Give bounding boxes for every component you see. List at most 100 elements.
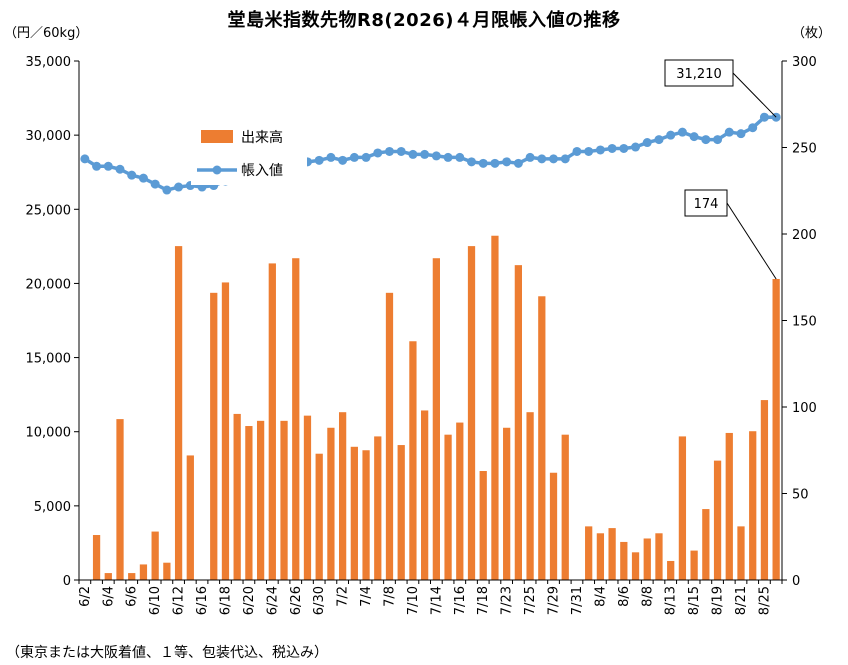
settlement-marker bbox=[420, 149, 430, 159]
settlement-line bbox=[83, 115, 777, 192]
settlement-marker bbox=[361, 152, 371, 162]
volume-bar bbox=[245, 426, 253, 580]
volume-bar bbox=[292, 258, 300, 580]
volume-bar bbox=[491, 235, 499, 581]
settlement-marker bbox=[642, 138, 652, 148]
volume-bar bbox=[104, 573, 112, 580]
x-tick-label: 8/15 bbox=[687, 586, 702, 615]
settlement-marker bbox=[150, 179, 160, 189]
legend-bar-label: 出来高 bbox=[241, 129, 283, 146]
volume-bar bbox=[327, 427, 335, 580]
settlement-marker bbox=[654, 135, 664, 145]
settlement-marker bbox=[338, 155, 348, 165]
volume-bar bbox=[338, 412, 347, 580]
settlement-marker bbox=[595, 145, 605, 155]
x-tick-label: 7/29 bbox=[547, 586, 562, 615]
volume-bar bbox=[350, 446, 358, 580]
settlement-marker bbox=[748, 123, 758, 133]
settlement-marker bbox=[373, 148, 383, 158]
left-tick-label: 20,000 bbox=[26, 277, 72, 292]
callout-box bbox=[664, 59, 734, 87]
x-tick-label: 7/23 bbox=[500, 586, 515, 615]
volume-bar bbox=[514, 265, 522, 580]
volume-bar bbox=[374, 436, 382, 580]
volume-bar bbox=[678, 436, 687, 580]
settlement-marker bbox=[314, 155, 324, 165]
left-tick-label: 5,000 bbox=[34, 500, 71, 515]
settlement-marker bbox=[724, 127, 734, 137]
volume-bar bbox=[456, 422, 464, 580]
left-tick-label: 15,000 bbox=[26, 352, 72, 367]
settlement-marker bbox=[713, 135, 723, 145]
x-tick-label: 6/20 bbox=[242, 586, 257, 615]
left-axis-unit: （円／60kg） bbox=[4, 26, 89, 41]
settlement-marker bbox=[759, 112, 769, 122]
volume-bar bbox=[561, 434, 569, 580]
volume-bar bbox=[256, 420, 265, 580]
volume-bar bbox=[713, 460, 722, 580]
volume-bar bbox=[760, 400, 769, 580]
settlement-marker bbox=[666, 130, 676, 140]
volume-bar bbox=[690, 550, 698, 580]
settlement-marker bbox=[455, 152, 465, 162]
settlement-marker bbox=[408, 149, 418, 159]
chart-title: 堂島米指数先物R8(2026)４月限帳入値の推移 bbox=[227, 10, 621, 31]
settlement-marker bbox=[584, 146, 594, 156]
callout-label: 174 bbox=[694, 197, 719, 212]
volume-bar bbox=[725, 432, 733, 580]
legend-line-label: 帳入値 bbox=[241, 163, 283, 179]
volume-bar bbox=[210, 292, 218, 580]
axes-group: 0 5,000 10,000 15,000 20,000 25,000 30,000 35,0… bbox=[26, 55, 817, 615]
settlement-marker bbox=[513, 158, 523, 168]
right-tick-label: 150 bbox=[792, 315, 817, 330]
right-tick-label: 300 bbox=[792, 55, 817, 70]
settlement-marker bbox=[525, 152, 535, 162]
line-series-group bbox=[80, 112, 781, 195]
volume-bar bbox=[151, 531, 159, 580]
x-tick-label: 6/24 bbox=[265, 586, 280, 615]
x-tick-label: 7/10 bbox=[406, 586, 421, 615]
settlement-marker bbox=[384, 146, 394, 156]
volume-bar bbox=[139, 564, 148, 580]
x-tick-label: 8/6 bbox=[617, 586, 632, 607]
x-tick-label: 8/25 bbox=[757, 586, 772, 615]
settlement-marker bbox=[326, 152, 336, 162]
footnote: （東京または大阪着値、１等、包装代込、税込み） bbox=[6, 645, 328, 661]
settlement-marker bbox=[174, 182, 184, 192]
settlement-marker bbox=[103, 161, 113, 171]
settlement-marker bbox=[572, 146, 582, 156]
settlement-marker bbox=[490, 158, 500, 168]
left-tick-label: 25,000 bbox=[26, 203, 72, 218]
volume-bar bbox=[315, 453, 323, 580]
volume-bar bbox=[421, 410, 429, 580]
volume-bar bbox=[116, 419, 124, 580]
volume-bar bbox=[479, 471, 487, 580]
callout-leader bbox=[726, 202, 777, 280]
volume-bar bbox=[737, 526, 745, 580]
right-tick-label: 250 bbox=[792, 142, 817, 157]
settlement-marker bbox=[619, 143, 629, 153]
x-tick-label: 6/2 bbox=[78, 586, 93, 607]
volume-bar bbox=[643, 538, 651, 580]
right-tick-label: 50 bbox=[792, 488, 809, 503]
volume-bar bbox=[92, 535, 101, 580]
volume-bar bbox=[772, 278, 780, 580]
volume-bar bbox=[397, 445, 405, 580]
x-tick-label: 7/16 bbox=[453, 586, 468, 615]
volume-bar bbox=[549, 472, 558, 580]
x-tick-label: 7/8 bbox=[382, 586, 397, 607]
settlement-marker bbox=[443, 152, 453, 162]
right-axis-unit: （枚） bbox=[792, 26, 832, 41]
legend-line-marker bbox=[212, 165, 222, 175]
volume-bar bbox=[268, 263, 276, 580]
volume-bar bbox=[186, 455, 194, 580]
settlement-marker bbox=[631, 142, 641, 152]
volume-bar bbox=[174, 246, 183, 581]
volume-bar bbox=[702, 509, 710, 580]
settlement-marker bbox=[537, 154, 547, 164]
settlement-marker bbox=[138, 173, 148, 183]
volume-bar bbox=[608, 528, 616, 580]
left-tick-label: 0 bbox=[63, 574, 71, 589]
settlement-marker bbox=[478, 158, 488, 168]
